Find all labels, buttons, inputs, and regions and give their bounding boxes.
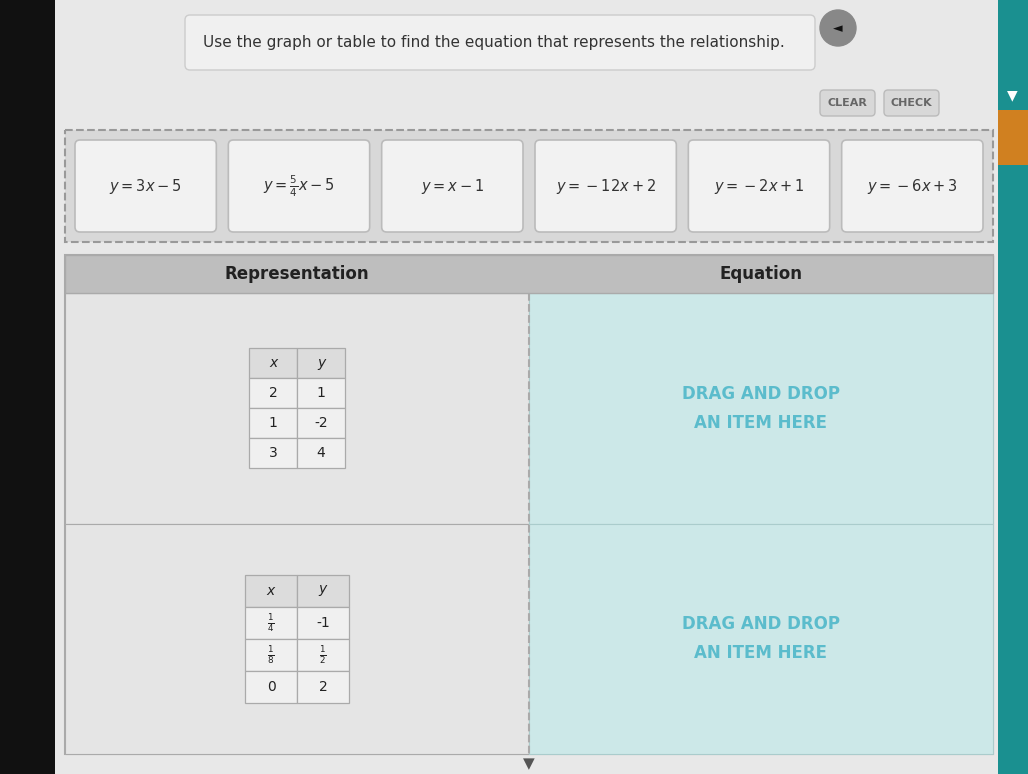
Bar bbox=[245, 575, 297, 607]
Bar bbox=[245, 639, 297, 671]
Circle shape bbox=[820, 10, 856, 46]
Text: x: x bbox=[269, 356, 278, 370]
Bar bbox=[297, 575, 348, 607]
Text: Equation: Equation bbox=[720, 265, 803, 283]
FancyBboxPatch shape bbox=[842, 140, 983, 232]
Bar bbox=[297, 671, 348, 703]
Bar bbox=[65, 523, 529, 754]
Text: $y = -6x + 3$: $y = -6x + 3$ bbox=[867, 176, 958, 196]
Bar bbox=[65, 293, 529, 523]
Bar bbox=[245, 671, 297, 703]
Text: $x$: $x$ bbox=[265, 584, 277, 598]
Text: ▼: ▼ bbox=[523, 756, 535, 772]
Bar bbox=[998, 0, 1028, 774]
Text: ▼: ▼ bbox=[1006, 88, 1018, 102]
Text: Use the graph or table to find the equation that represents the relationship.: Use the graph or table to find the equat… bbox=[203, 35, 784, 50]
Bar bbox=[0, 0, 56, 774]
Text: $y$: $y$ bbox=[318, 584, 328, 598]
Text: y: y bbox=[317, 356, 325, 370]
Text: CHECK: CHECK bbox=[890, 98, 932, 108]
Bar bbox=[249, 408, 297, 438]
FancyBboxPatch shape bbox=[75, 140, 216, 232]
Text: 2: 2 bbox=[319, 680, 327, 694]
Text: $y = -12x + 2$: $y = -12x + 2$ bbox=[556, 176, 656, 196]
Text: 3: 3 bbox=[268, 447, 278, 461]
Text: 1: 1 bbox=[317, 386, 326, 400]
Text: DRAG AND DROP
AN ITEM HERE: DRAG AND DROP AN ITEM HERE bbox=[682, 615, 840, 663]
Bar bbox=[529, 523, 993, 754]
Text: -1: -1 bbox=[317, 616, 330, 630]
Bar bbox=[529, 293, 993, 523]
FancyBboxPatch shape bbox=[884, 90, 939, 116]
Bar bbox=[249, 438, 297, 468]
Text: DRAG AND DROP
AN ITEM HERE: DRAG AND DROP AN ITEM HERE bbox=[682, 385, 840, 432]
Text: $y = -2x + 1$: $y = -2x + 1$ bbox=[713, 176, 804, 196]
Bar bbox=[297, 607, 348, 639]
Bar bbox=[249, 378, 297, 408]
Text: $\frac{1}{4}$: $\frac{1}{4}$ bbox=[267, 611, 274, 634]
Text: ◄: ◄ bbox=[833, 22, 843, 36]
FancyBboxPatch shape bbox=[185, 15, 815, 70]
Bar bbox=[297, 348, 345, 378]
Bar bbox=[297, 408, 345, 438]
Bar bbox=[249, 348, 297, 378]
Text: -2: -2 bbox=[315, 416, 328, 430]
Bar bbox=[65, 255, 993, 754]
FancyBboxPatch shape bbox=[689, 140, 830, 232]
Text: $y = x - 1$: $y = x - 1$ bbox=[420, 176, 484, 196]
Bar bbox=[297, 639, 348, 671]
Text: 1: 1 bbox=[268, 416, 278, 430]
FancyBboxPatch shape bbox=[820, 90, 875, 116]
Text: $\frac{1}{2}$: $\frac{1}{2}$ bbox=[320, 644, 327, 666]
FancyBboxPatch shape bbox=[228, 140, 370, 232]
Bar bbox=[998, 110, 1028, 165]
Text: $y = \frac{5}{4}x - 5$: $y = \frac{5}{4}x - 5$ bbox=[263, 173, 335, 199]
Bar bbox=[65, 255, 993, 293]
Bar bbox=[297, 378, 345, 408]
Bar bbox=[65, 130, 993, 242]
Text: Representation: Representation bbox=[225, 265, 369, 283]
FancyBboxPatch shape bbox=[381, 140, 523, 232]
Text: 4: 4 bbox=[317, 447, 326, 461]
Text: $y = 3x - 5$: $y = 3x - 5$ bbox=[109, 176, 182, 196]
Text: 2: 2 bbox=[268, 386, 278, 400]
Bar bbox=[245, 607, 297, 639]
Text: $\frac{1}{8}$: $\frac{1}{8}$ bbox=[267, 644, 274, 666]
Text: CLEAR: CLEAR bbox=[828, 98, 868, 108]
FancyBboxPatch shape bbox=[535, 140, 676, 232]
Bar bbox=[297, 438, 345, 468]
Text: 0: 0 bbox=[266, 680, 276, 694]
